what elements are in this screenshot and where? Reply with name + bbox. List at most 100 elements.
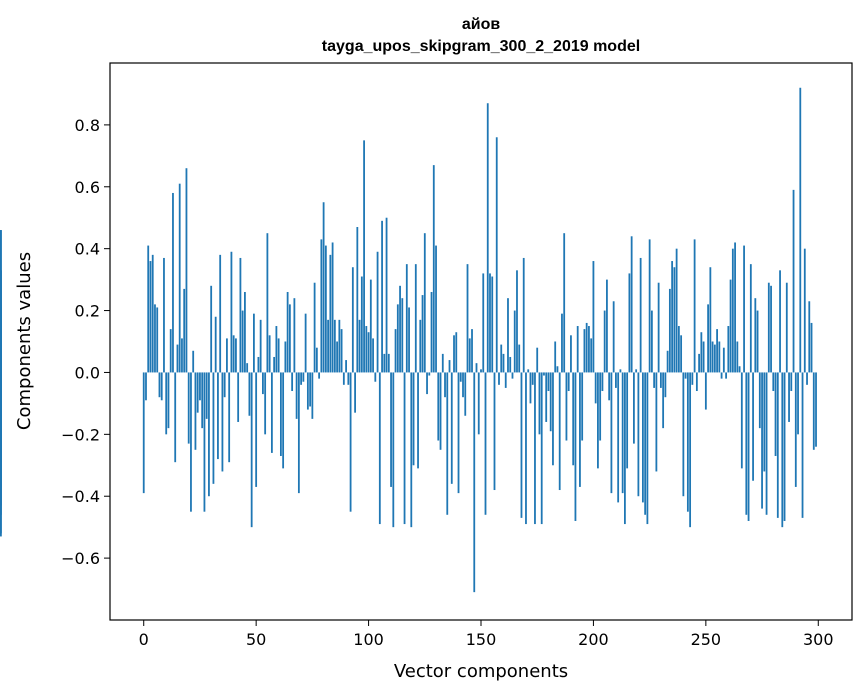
bar-191 — [572, 372, 575, 466]
bar-139 — [455, 332, 458, 373]
bar-141 — [459, 372, 462, 382]
bar-167 — [518, 344, 521, 373]
bar-16 — [178, 183, 181, 373]
bar-175 — [536, 347, 539, 373]
bar-203 — [599, 372, 602, 441]
bar-261 — [729, 279, 732, 373]
bar-17 — [181, 338, 183, 373]
bar-230 — [659, 372, 662, 388]
bar-161 — [504, 372, 507, 388]
bar-245 — [693, 239, 696, 373]
bar-52 — [259, 319, 262, 373]
x-tick-label: 0 — [139, 630, 149, 649]
bar-180 — [547, 372, 550, 392]
x-tick-label: 50 — [246, 630, 266, 649]
bar-111 — [392, 372, 395, 528]
bar-96 — [358, 319, 361, 373]
bar-204 — [601, 372, 604, 392]
bar-49 — [253, 313, 255, 373]
bar-280 — [772, 372, 775, 392]
bar-220 — [637, 372, 640, 497]
bar-176 — [538, 372, 541, 435]
bar-224 — [646, 372, 649, 525]
bar-201 — [594, 372, 597, 404]
bar-248 — [700, 332, 703, 373]
bar-33 — [217, 372, 219, 460]
bar-159 — [500, 344, 503, 373]
bar-271 — [752, 372, 754, 481]
bar-282 — [776, 372, 779, 518]
bar-232 — [664, 372, 667, 398]
bar-77 — [315, 347, 318, 373]
bar-243 — [689, 372, 692, 528]
bar-128 — [430, 291, 433, 373]
bar-182 — [552, 372, 554, 466]
bar-101 — [369, 279, 372, 373]
bar-166 — [516, 270, 518, 373]
bar-283 — [779, 270, 781, 373]
bar-36 — [223, 372, 226, 398]
bar-110 — [390, 372, 392, 487]
bar-215 — [626, 372, 629, 469]
bar-82 — [327, 319, 329, 373]
bar-55 — [266, 233, 269, 373]
bar-196 — [583, 329, 586, 373]
bar-193 — [576, 326, 579, 373]
bar-127 — [428, 372, 431, 376]
bar-126 — [426, 372, 428, 395]
bar-56 — [268, 335, 271, 373]
bar-291 — [797, 372, 799, 435]
bar-296 — [808, 301, 811, 373]
bar-289 — [792, 189, 795, 373]
bar-258 — [722, 347, 725, 373]
bar-22 — [192, 350, 195, 373]
bar-254 — [713, 344, 716, 373]
bar-26 — [201, 372, 204, 429]
bar-84 — [331, 242, 334, 373]
bar-131 — [437, 372, 440, 441]
bar-76 — [313, 282, 316, 373]
bar-95 — [356, 227, 359, 373]
bar-143 — [464, 372, 467, 416]
bar-42 — [237, 372, 240, 422]
bar-293 — [801, 372, 804, 518]
bar-6 — [156, 307, 159, 373]
bar-273 — [756, 310, 759, 373]
bar-85 — [333, 319, 336, 373]
bar-209 — [612, 301, 615, 373]
bar-105 — [378, 372, 381, 525]
bar-242 — [686, 372, 689, 512]
bar-37 — [226, 338, 228, 373]
bar-60 — [277, 338, 280, 373]
bar-269 — [747, 372, 750, 521]
bar-229 — [657, 282, 660, 373]
bar-46 — [246, 363, 249, 373]
bar-51 — [257, 356, 260, 373]
bar-235 — [671, 261, 674, 373]
bar-160 — [502, 353, 505, 373]
bar-83 — [329, 254, 332, 373]
bar-87 — [338, 319, 341, 373]
y-tick-label: −0.4 — [61, 487, 100, 506]
y-tick-label: −0.6 — [61, 549, 100, 568]
bar-121 — [414, 264, 417, 373]
bar-132 — [439, 372, 442, 450]
bar-240 — [682, 372, 685, 497]
bar-72 — [304, 313, 307, 373]
bar-98 — [363, 140, 365, 373]
x-tick-label: 150 — [466, 630, 497, 649]
bar-213 — [621, 372, 624, 494]
bar-257 — [720, 372, 723, 379]
bar-251 — [707, 304, 709, 373]
bar-212 — [619, 369, 622, 373]
bar-undefined — [0, 316, 2, 373]
bar-74 — [309, 372, 312, 407]
bar-156 — [493, 372, 496, 491]
bar-11 — [167, 372, 170, 429]
bar-73 — [306, 372, 309, 410]
bar-174 — [534, 372, 536, 525]
bar-66 — [291, 372, 294, 392]
bar-294 — [803, 248, 806, 373]
bar-47 — [248, 372, 251, 416]
bar-275 — [761, 372, 763, 509]
